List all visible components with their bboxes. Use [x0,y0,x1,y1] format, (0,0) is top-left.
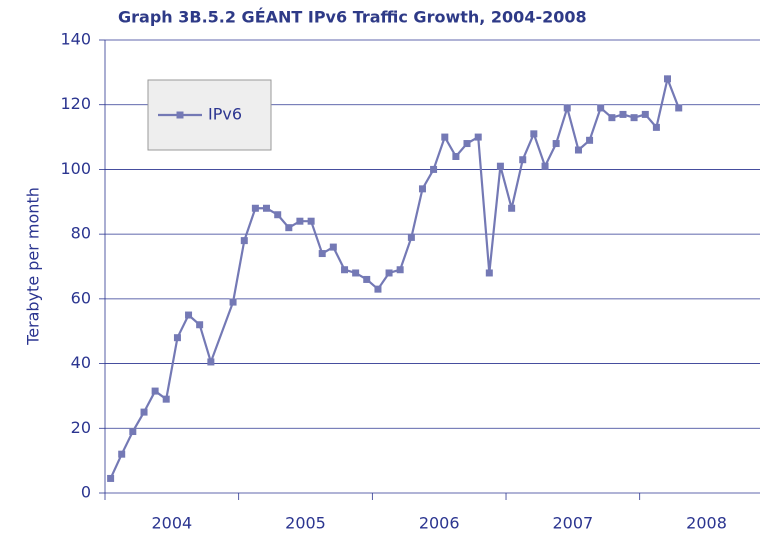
data-point [619,110,627,118]
data-point [630,114,638,122]
data-point [541,162,549,170]
data-point [586,136,594,144]
data-point [207,358,215,366]
y-tick-label: 80 [71,224,91,243]
data-point [329,243,337,251]
data-point [552,140,560,148]
data-point [251,204,259,212]
y-tick-label: 100 [60,159,91,178]
data-point [173,334,181,342]
y-tick-label: 60 [71,288,91,307]
data-point [129,428,137,436]
data-point [196,321,204,329]
data-point [452,152,460,160]
x-tick-label: 2006 [419,514,460,533]
data-point [140,408,148,416]
data-point [519,156,527,164]
data-point [407,233,415,241]
data-point [597,104,605,112]
data-point [162,395,170,403]
legend-marker [176,111,184,119]
data-point [363,275,371,283]
data-point [641,110,649,118]
data-point [530,130,538,138]
data-point [430,165,438,173]
y-tick-label: 140 [60,30,91,49]
y-tick-label: 120 [60,94,91,113]
data-point [240,237,248,245]
data-point [485,269,493,277]
data-point [285,224,293,232]
data-point [151,387,159,395]
legend-label: IPv6 [208,105,242,124]
data-point [185,311,193,319]
data-point [675,104,683,112]
data-point [474,133,482,141]
x-tick-label: 2004 [151,514,192,533]
data-point [496,162,504,170]
y-axis-label: Terabyte per month [24,187,43,346]
data-point [318,250,326,258]
data-point [463,140,471,148]
x-tick-label: 2007 [552,514,593,533]
data-point [385,269,393,277]
y-tick-label: 40 [71,353,91,372]
x-tick-label: 2005 [285,514,326,533]
data-point [307,217,315,225]
data-point [296,217,304,225]
data-point [663,75,671,83]
data-point [563,104,571,112]
chart-title: Graph 3B.5.2 GÉANT IPv6 Traffic Growth, … [118,8,587,27]
data-point [608,114,616,122]
data-point [652,123,660,131]
data-point [374,285,382,293]
data-point [396,266,404,274]
y-tick-label: 20 [71,418,91,437]
data-point [352,269,360,277]
data-point [508,204,516,212]
x-tick-label: 2008 [686,514,727,533]
data-point [418,185,426,193]
data-point [341,266,349,274]
data-point [118,450,126,458]
data-point [574,146,582,154]
data-point [262,204,270,212]
data-point [441,133,449,141]
y-tick-label: 0 [81,483,91,502]
data-point [229,298,237,306]
data-point [107,474,115,482]
data-point [274,211,282,219]
